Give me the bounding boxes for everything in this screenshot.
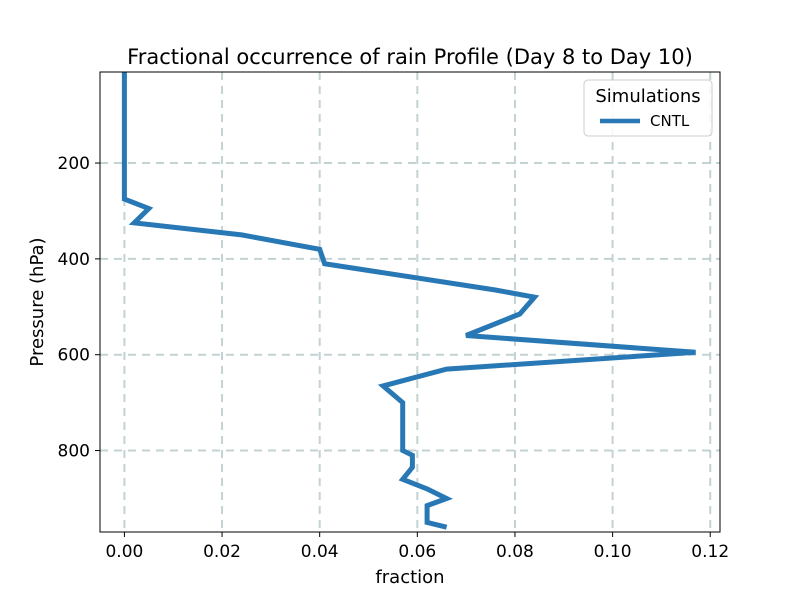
- x-tick-label: 0.12: [691, 542, 729, 562]
- x-tick-label: 0.04: [301, 542, 339, 562]
- series-layer: [121, 72, 696, 530]
- chart-title: Fractional occurrence of rain Profile (D…: [127, 45, 693, 69]
- x-tick-label: 0.10: [594, 542, 632, 562]
- x-axis: 0.00 0.02 0.04 0.06 0.08 0.10 0.12: [105, 532, 729, 562]
- y-tick-label: 800: [58, 442, 90, 462]
- x-axis-label: fraction: [375, 567, 444, 588]
- x-tick-label: 0.00: [105, 542, 143, 562]
- legend-label-cntl: CNTL: [650, 112, 690, 130]
- plot-frame: [99, 71, 721, 533]
- x-tick-label: 0.02: [203, 542, 241, 562]
- legend-title: Simulations: [595, 86, 700, 107]
- grid: [100, 72, 720, 532]
- x-tick-label: 0.08: [496, 542, 534, 562]
- legend: Simulations CNTL: [583, 79, 713, 137]
- y-axis-label: Pressure (hPa): [27, 237, 48, 366]
- x-tick-label: 0.06: [398, 542, 436, 562]
- y-tick-label: 600: [58, 346, 90, 366]
- series-line-cntl: [121, 72, 696, 530]
- y-tick-label: 200: [58, 154, 90, 174]
- y-tick-label: 400: [58, 250, 90, 270]
- y-axis: 200 400 600 800: [58, 154, 100, 462]
